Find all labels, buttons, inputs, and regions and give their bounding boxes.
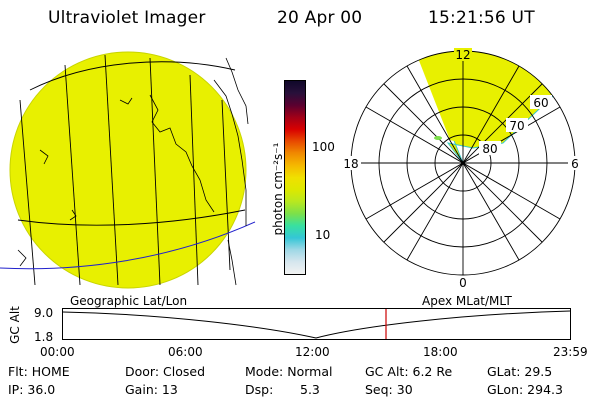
timeline-tick-1: 06:00 xyxy=(168,345,203,359)
mlat-label-60: 60 xyxy=(533,96,548,110)
status-mode: Mode: Normal xyxy=(245,364,333,379)
label-18-bg xyxy=(341,156,361,170)
timeline-right-label: Apex MLat/MLT xyxy=(422,294,512,308)
observation-date: 20 Apr 00 xyxy=(277,8,363,28)
colorbar-strip xyxy=(284,80,306,275)
timeline-y-bottom: 1.8 xyxy=(34,330,54,344)
status-door: Door: Closed xyxy=(125,364,206,379)
mlt-label-18: 18 xyxy=(343,157,358,171)
geo-equator-line xyxy=(0,221,256,270)
timeline-tick-0: 00:00 xyxy=(40,345,75,359)
ring-70-bg xyxy=(506,118,528,132)
timeline-tick-2: 12:00 xyxy=(295,345,330,359)
timeline-axis-title: GC Alt xyxy=(7,306,22,344)
status-dsp-value: 5.3 xyxy=(300,382,320,397)
mlat-label-70: 70 xyxy=(509,119,524,133)
colorbar-tick-10: 10 xyxy=(315,228,331,242)
timeline-tick-3: 18:00 xyxy=(423,345,458,359)
polar-edge-fill xyxy=(418,51,548,144)
timeline-left-label: Geographic Lat/Lon xyxy=(70,294,188,308)
timeline-y-top: 9.0 xyxy=(34,306,54,320)
status-ip: IP: 36.0 xyxy=(8,382,56,397)
mlat-label-80: 80 xyxy=(482,142,497,156)
mlt-label-6: 6 xyxy=(571,157,579,171)
colorbar-tick-100: 100 xyxy=(312,140,335,154)
status-flight: Flt: HOME xyxy=(8,364,70,379)
label-6-bg xyxy=(568,156,582,170)
polar-spokes xyxy=(351,51,575,275)
mlt-label-0: 0 xyxy=(459,276,467,288)
label-0-bg xyxy=(456,277,470,288)
instrument-title: Ultraviolet Imager xyxy=(48,8,206,28)
geo-parallels xyxy=(17,61,246,226)
colorbar-unit-label: photon cm⁻²s⁻¹ xyxy=(271,142,285,236)
geo-disk-fill xyxy=(10,52,246,288)
geo-meridians xyxy=(19,54,231,286)
altitude-curve xyxy=(62,310,571,339)
colorbar xyxy=(284,80,306,275)
geographic-image xyxy=(0,51,256,289)
ring-80-bg xyxy=(479,141,501,155)
geo-coastlines xyxy=(17,57,249,286)
label-12-bg xyxy=(454,48,472,61)
status-dsp-label: Dsp: xyxy=(245,382,274,397)
mlt-label-12: 12 xyxy=(455,48,470,62)
status-glon: GLon: 294.3 xyxy=(487,382,563,397)
ring-60-bg xyxy=(530,95,552,109)
timeline-frame xyxy=(62,308,571,340)
polar-plot: 12 18 6 0 60 70 80 xyxy=(341,48,582,288)
status-gc-alt: GC Alt: 6.2 Re xyxy=(365,364,453,379)
status-gain: Gain: 13 xyxy=(125,382,178,397)
status-seq: Seq: 30 xyxy=(365,382,413,397)
timeline-tick-4: 23:59 xyxy=(553,345,588,359)
geo-disk-edge xyxy=(9,51,247,289)
observation-time: 15:21:56 UT xyxy=(428,8,535,28)
emission-spot xyxy=(434,136,442,140)
status-glat: GLat: 29.5 xyxy=(487,364,553,379)
altitude-timeline xyxy=(62,308,571,340)
